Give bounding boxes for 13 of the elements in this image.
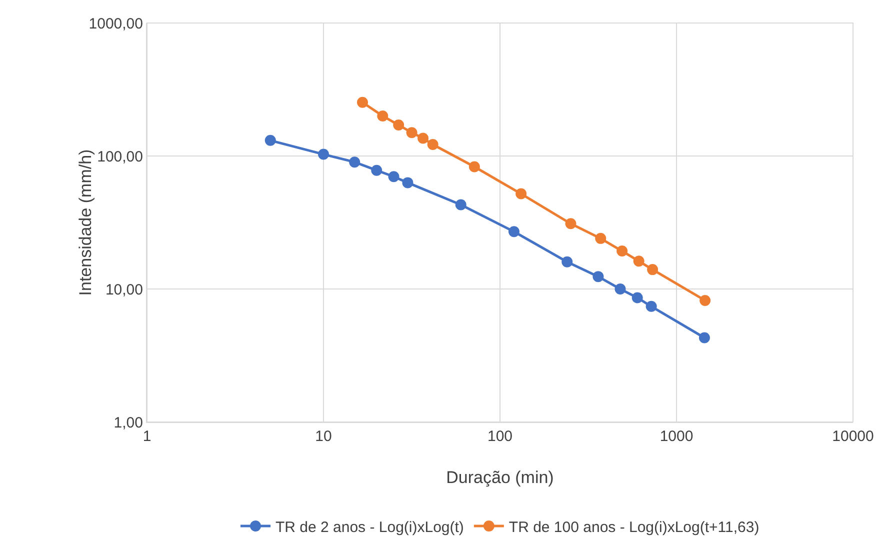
y-tick-label: 100,00: [97, 148, 143, 166]
x-tick-label: 100: [487, 428, 513, 445]
y-tick-label: 1000,00: [88, 15, 143, 32]
y-tick-label: 10,00: [105, 281, 143, 298]
x-tick-label: 10: [315, 428, 332, 445]
y-axis-title: Intensidade (mm/h): [76, 149, 96, 296]
x-axis-title: Duração (min): [446, 468, 554, 487]
legend-label: TR de 100 anos - Log(i)xLog(t+11,63): [508, 518, 760, 536]
legend-label: TR de 2 anos - Log(i)xLog(t): [276, 518, 464, 536]
y-tick-label: 1,00: [114, 414, 143, 432]
x-tick-label: 1: [142, 428, 152, 445]
x-tick-label: 1000: [660, 428, 694, 445]
x-tick-label: 10000: [832, 428, 874, 445]
